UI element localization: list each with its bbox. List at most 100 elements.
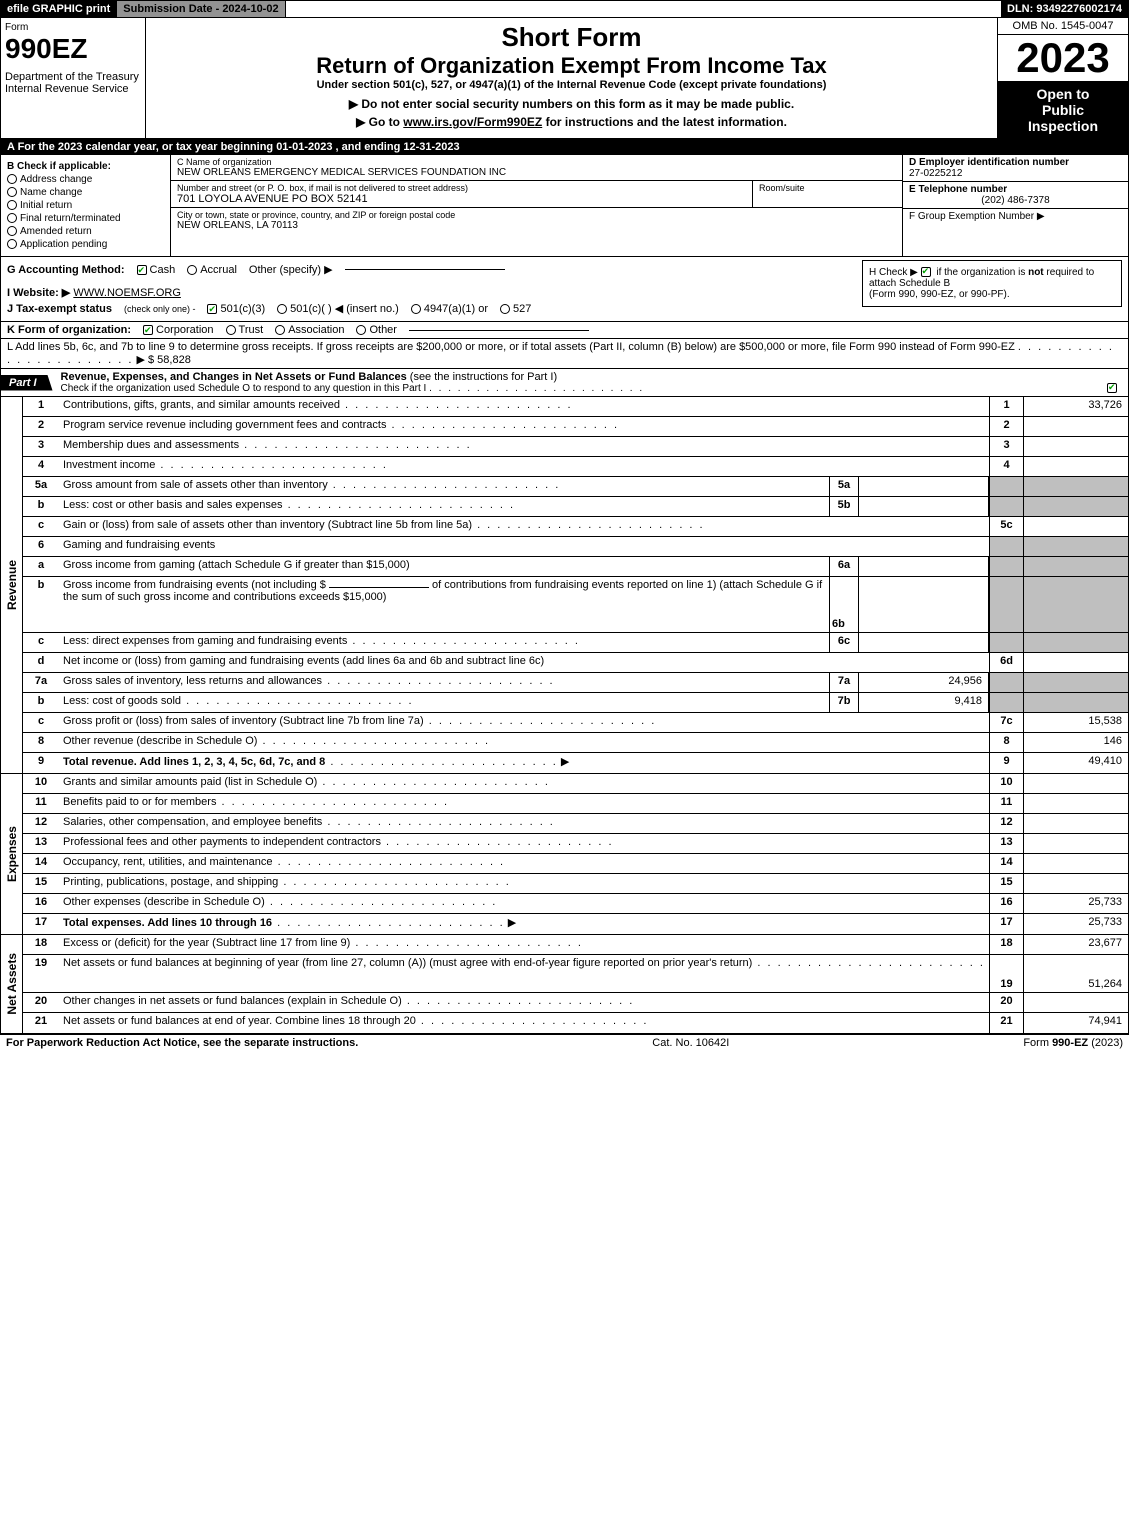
opt-name-change: Name change (20, 187, 82, 198)
box-h: H Check ▶ if the organization is not req… (862, 260, 1122, 307)
checkbox-schedule-b[interactable] (921, 267, 931, 277)
part1-title-note: (see the instructions for Part I) (410, 371, 557, 383)
checkbox-501c3[interactable] (207, 304, 217, 314)
other-org-input[interactable] (409, 330, 589, 331)
checkbox-amended-return[interactable] (7, 226, 17, 236)
checkbox-other-org[interactable] (356, 325, 366, 335)
ln7b-rv (1023, 693, 1128, 712)
room-header: Room/suite (759, 183, 896, 193)
footer-right: Form 990-EZ (2023) (1023, 1037, 1123, 1049)
ln7a-mn: 7a (829, 673, 859, 692)
checkbox-trust[interactable] (226, 325, 236, 335)
part1-header: Part I Revenue, Expenses, and Changes in… (0, 369, 1129, 397)
ln8-no: 8 (23, 733, 59, 752)
website-value[interactable]: WWW.NOEMSF.ORG (73, 287, 181, 299)
ssn-warning: ▶ Do not enter social security numbers o… (154, 97, 989, 111)
dept-treasury: Department of the Treasury (5, 71, 141, 83)
opt-501c: 501(c)( ) ◀ (insert no.) (290, 303, 399, 315)
checkbox-initial-return[interactable] (7, 200, 17, 210)
badge-line3: Inspection (1000, 118, 1126, 134)
checkbox-527[interactable] (500, 304, 510, 314)
ln7c-desc: Gross profit or (loss) from sales of inv… (63, 715, 424, 727)
other-specify-input[interactable] (345, 269, 505, 270)
opt-other-specify: Other (specify) ▶ (249, 263, 333, 276)
ln5b-rv (1023, 497, 1128, 516)
ln15-no: 15 (23, 874, 59, 893)
ln5b-rn (989, 497, 1023, 516)
header-left: Form 990EZ Department of the Treasury In… (1, 18, 146, 138)
ln21-desc: Net assets or fund balances at end of ye… (63, 1015, 416, 1027)
ln5a-desc: Gross amount from sale of assets other t… (63, 479, 328, 491)
ln7a-rv (1023, 673, 1128, 692)
ln3-rn: 3 (989, 437, 1023, 456)
h-text4: (Form 990, 990-EZ, or 990-PF). (869, 289, 1010, 300)
ln4-no: 4 (23, 457, 59, 476)
checkbox-schedule-o-part1[interactable] (1107, 383, 1117, 393)
ln16-desc: Other expenses (describe in Schedule O) (63, 896, 265, 908)
ln6b-mn: 6b (829, 577, 859, 632)
ln4-val (1023, 457, 1128, 476)
row-i: I Website: ▶ WWW.NOEMSF.ORG (7, 286, 854, 299)
checkbox-application-pending[interactable] (7, 239, 17, 249)
checkbox-name-change[interactable] (7, 187, 17, 197)
ln4-desc: Investment income (63, 459, 155, 471)
dln-label: DLN: 93492276002174 (1001, 1, 1128, 17)
ln19-rv: 51,264 (1023, 955, 1128, 992)
omb-number: OMB No. 1545-0047 (998, 18, 1128, 35)
section-bcd: B Check if applicable: Address change Na… (0, 155, 1129, 257)
ln20-rn: 20 (989, 993, 1023, 1012)
ln17-rn: 17 (989, 914, 1023, 934)
checkbox-4947[interactable] (411, 304, 421, 314)
opt-initial-return: Initial return (20, 200, 72, 211)
form-header: Form 990EZ Department of the Treasury In… (0, 18, 1129, 139)
ln3-no: 3 (23, 437, 59, 456)
col-d-numbers: D Employer identification number 27-0225… (903, 155, 1128, 256)
checkbox-501c[interactable] (277, 304, 287, 314)
ln1-no: 1 (23, 397, 59, 416)
checkbox-accrual[interactable] (187, 265, 197, 275)
row-a-tax-year: A For the 2023 calendar year, or tax yea… (0, 139, 1129, 155)
checkbox-final-return[interactable] (7, 213, 17, 223)
h-not: not (1028, 267, 1044, 278)
ln12-desc: Salaries, other compensation, and employ… (63, 816, 322, 828)
ln7a-mv: 24,956 (859, 673, 989, 692)
ln13-rn: 13 (989, 834, 1023, 853)
checkbox-corporation[interactable] (143, 325, 153, 335)
ln9-rv: 49,410 (1023, 753, 1128, 773)
ln17-rv: 25,733 (1023, 914, 1128, 934)
efile-print-button[interactable]: efile GRAPHIC print (1, 1, 117, 17)
form-title: Return of Organization Exempt From Incom… (154, 53, 989, 79)
ln19-desc: Net assets or fund balances at beginning… (63, 957, 752, 969)
accounting-method-label: G Accounting Method: (7, 264, 125, 276)
footer-right-pre: Form (1023, 1037, 1052, 1049)
ln10-rv (1023, 774, 1128, 793)
opt-application-pending: Application pending (20, 239, 107, 250)
ln16-no: 16 (23, 894, 59, 913)
ln5b-no: b (23, 497, 59, 516)
ln8-desc: Other revenue (describe in Schedule O) (63, 735, 257, 747)
ln11-rv (1023, 794, 1128, 813)
ln6d-no: d (23, 653, 59, 672)
checkbox-address-change[interactable] (7, 174, 17, 184)
submission-date-label: Submission Date - 2024-10-02 (117, 1, 285, 17)
ln2-val (1023, 417, 1128, 436)
ln6b-input[interactable] (329, 587, 429, 588)
ln5a-rv (1023, 477, 1128, 496)
ln20-desc: Other changes in net assets or fund bala… (63, 995, 402, 1007)
org-name: NEW ORLEANS EMERGENCY MEDICAL SERVICES F… (177, 167, 896, 178)
ln6c-rv (1023, 633, 1128, 652)
ein-header: D Employer identification number (909, 157, 1069, 168)
badge-line2: Public (1000, 102, 1126, 118)
ln6c-mv (859, 633, 989, 652)
part1-title: Revenue, Expenses, and Changes in Net As… (61, 371, 407, 383)
ln13-rv (1023, 834, 1128, 853)
checkbox-association[interactable] (275, 325, 285, 335)
checkbox-cash[interactable] (137, 265, 147, 275)
ln6a-no: a (23, 557, 59, 576)
form-org-label: K Form of organization: (7, 324, 131, 336)
ln14-no: 14 (23, 854, 59, 873)
irs-link[interactable]: www.irs.gov/Form990EZ (403, 115, 542, 129)
tax-year: 2023 (998, 35, 1128, 82)
ln6-rn (989, 537, 1023, 556)
ln5a-mv (859, 477, 989, 496)
